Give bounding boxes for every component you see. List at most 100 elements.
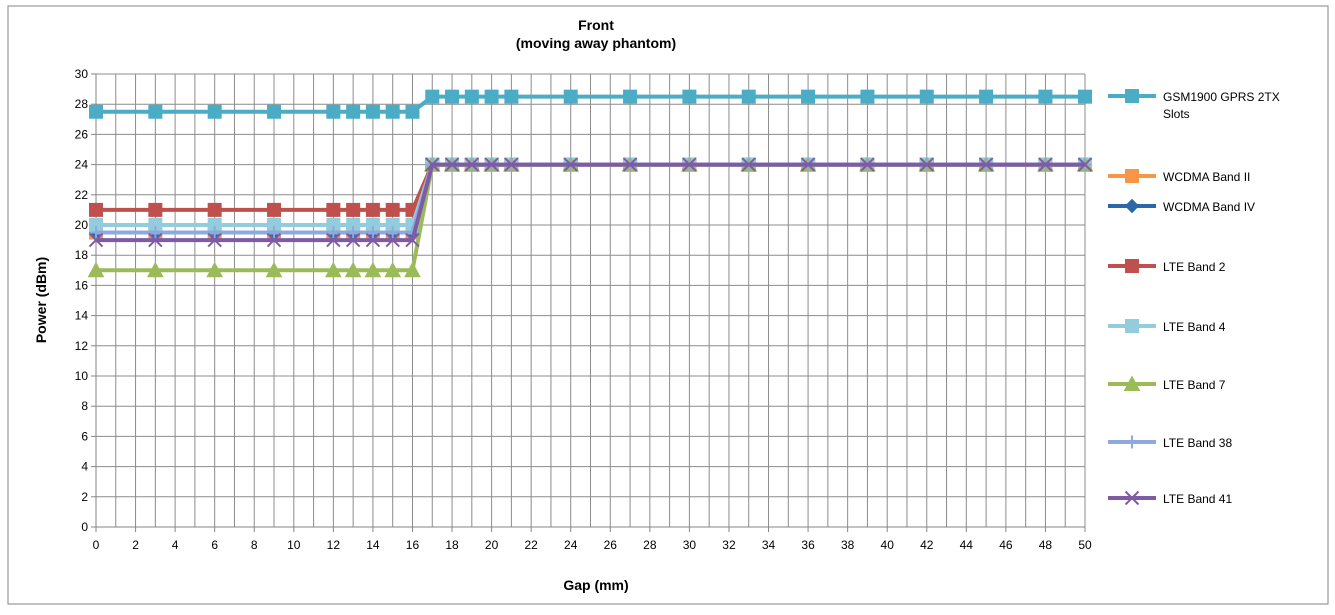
data-point [919, 157, 934, 172]
data-point [266, 232, 282, 248]
y-tick-label: 8 [81, 399, 88, 413]
legend-label-line: GSM1900 GPRS 2TX [1163, 90, 1280, 104]
series-8 [88, 157, 1093, 248]
data-point [464, 157, 480, 172]
marker-x-b [563, 157, 578, 172]
data-point [89, 104, 103, 119]
data-point [1078, 89, 1092, 104]
y-tick-label: 4 [81, 460, 88, 474]
data-point [346, 202, 361, 217]
data-point [563, 89, 578, 104]
data-point [207, 232, 222, 248]
x-tick-label: 14 [366, 538, 380, 552]
marker-x-b [484, 157, 499, 172]
data-point [147, 261, 164, 278]
data-point [365, 232, 381, 248]
data-point [148, 232, 163, 248]
legend-swatch-marker [1125, 89, 1139, 103]
data-point [860, 157, 875, 172]
chart-title: Front [578, 17, 614, 33]
legend-item-8: LTE Band 41 [1108, 490, 1232, 506]
x-tick-label: 42 [920, 538, 934, 552]
legend-label: LTE Band 41 [1163, 492, 1232, 506]
legend-item-2: WCDMA Band II [1108, 169, 1250, 184]
legend-item-5: LTE Band 4 [1108, 319, 1226, 334]
legend: GSM1900 GPRS 2TX Slots WCDMA Band II WCDMA … [1108, 89, 1280, 506]
data-point [326, 104, 341, 119]
y-axis-title: Power (dBm) [33, 257, 49, 343]
x-tick-label: 46 [999, 538, 1013, 552]
data-point [364, 261, 382, 278]
data-point [345, 232, 361, 248]
y-tick-label: 10 [75, 369, 89, 383]
legend-label: LTE Band 7 [1163, 378, 1226, 392]
x-tick-label: 50 [1078, 538, 1092, 552]
data-point [385, 232, 400, 248]
y-tick-label: 18 [75, 248, 89, 262]
legend-item-4: LTE Band 2 [1108, 259, 1226, 274]
x-tick-label: 48 [1039, 538, 1053, 552]
data-point [1038, 157, 1053, 172]
marker-x-b [1124, 490, 1140, 506]
y-tick-label: 24 [75, 158, 89, 172]
data-point [325, 261, 342, 278]
y-tick-label: 14 [75, 309, 89, 323]
legend-item-6: LTE Band 7 [1108, 375, 1226, 392]
marker-x-b [88, 232, 104, 248]
legend-label: WCDMA Band II [1163, 170, 1250, 184]
data-point [563, 157, 578, 172]
y-tick-label: 0 [81, 520, 88, 534]
series-1 [89, 89, 1092, 119]
data-point [860, 89, 875, 104]
y-tick-label: 6 [81, 429, 88, 443]
x-tick-label: 34 [762, 538, 776, 552]
data-point [207, 202, 222, 217]
legend-label: WCDMA Band IV [1163, 200, 1255, 214]
x-tick-label: 16 [406, 538, 420, 552]
data-point [484, 89, 499, 104]
x-tick-label: 4 [172, 538, 179, 552]
x-tick-label: 24 [564, 538, 578, 552]
legend-item-1: GSM1900 GPRS 2TX Slots [1108, 89, 1280, 121]
legend-label: LTE Band 38 [1163, 436, 1232, 450]
legend-swatch-marker [1124, 490, 1140, 506]
x-axis-title: Gap (mm) [563, 577, 628, 593]
legend-label-line: Slots [1163, 107, 1190, 121]
data-point [622, 157, 638, 172]
legend-swatch-marker [1125, 259, 1139, 273]
x-tick-label: 44 [960, 538, 974, 552]
data-point [326, 232, 341, 248]
y-tick-label: 30 [75, 67, 89, 81]
data-point [265, 261, 283, 278]
x-tick-label: 32 [722, 538, 736, 552]
data-point [405, 232, 420, 248]
data-point [148, 202, 163, 217]
data-point [445, 89, 460, 104]
x-tick-label: 2 [132, 538, 139, 552]
x-tick-label: 10 [287, 538, 301, 552]
series-line [96, 94, 1085, 114]
data-point [365, 202, 380, 217]
marker-x-b [345, 232, 361, 248]
data-point [385, 202, 400, 217]
data-point [800, 157, 816, 172]
x-tick-label: 28 [643, 538, 657, 552]
marker-x-b [741, 157, 756, 172]
data-point [404, 261, 421, 278]
data-point [405, 104, 420, 119]
data-point [623, 89, 638, 104]
data-point [366, 226, 380, 240]
marker-x-b [266, 232, 282, 248]
data-point [267, 104, 282, 119]
marker-x-b [405, 232, 420, 248]
y-tick-label: 26 [75, 127, 89, 141]
data-point [344, 261, 362, 278]
legend-label: LTE Band 2 [1163, 260, 1226, 274]
marker-x-b [148, 232, 163, 248]
data-point [208, 226, 222, 240]
x-tick-label: 40 [881, 538, 895, 552]
legend-swatch-marker [1125, 435, 1139, 449]
